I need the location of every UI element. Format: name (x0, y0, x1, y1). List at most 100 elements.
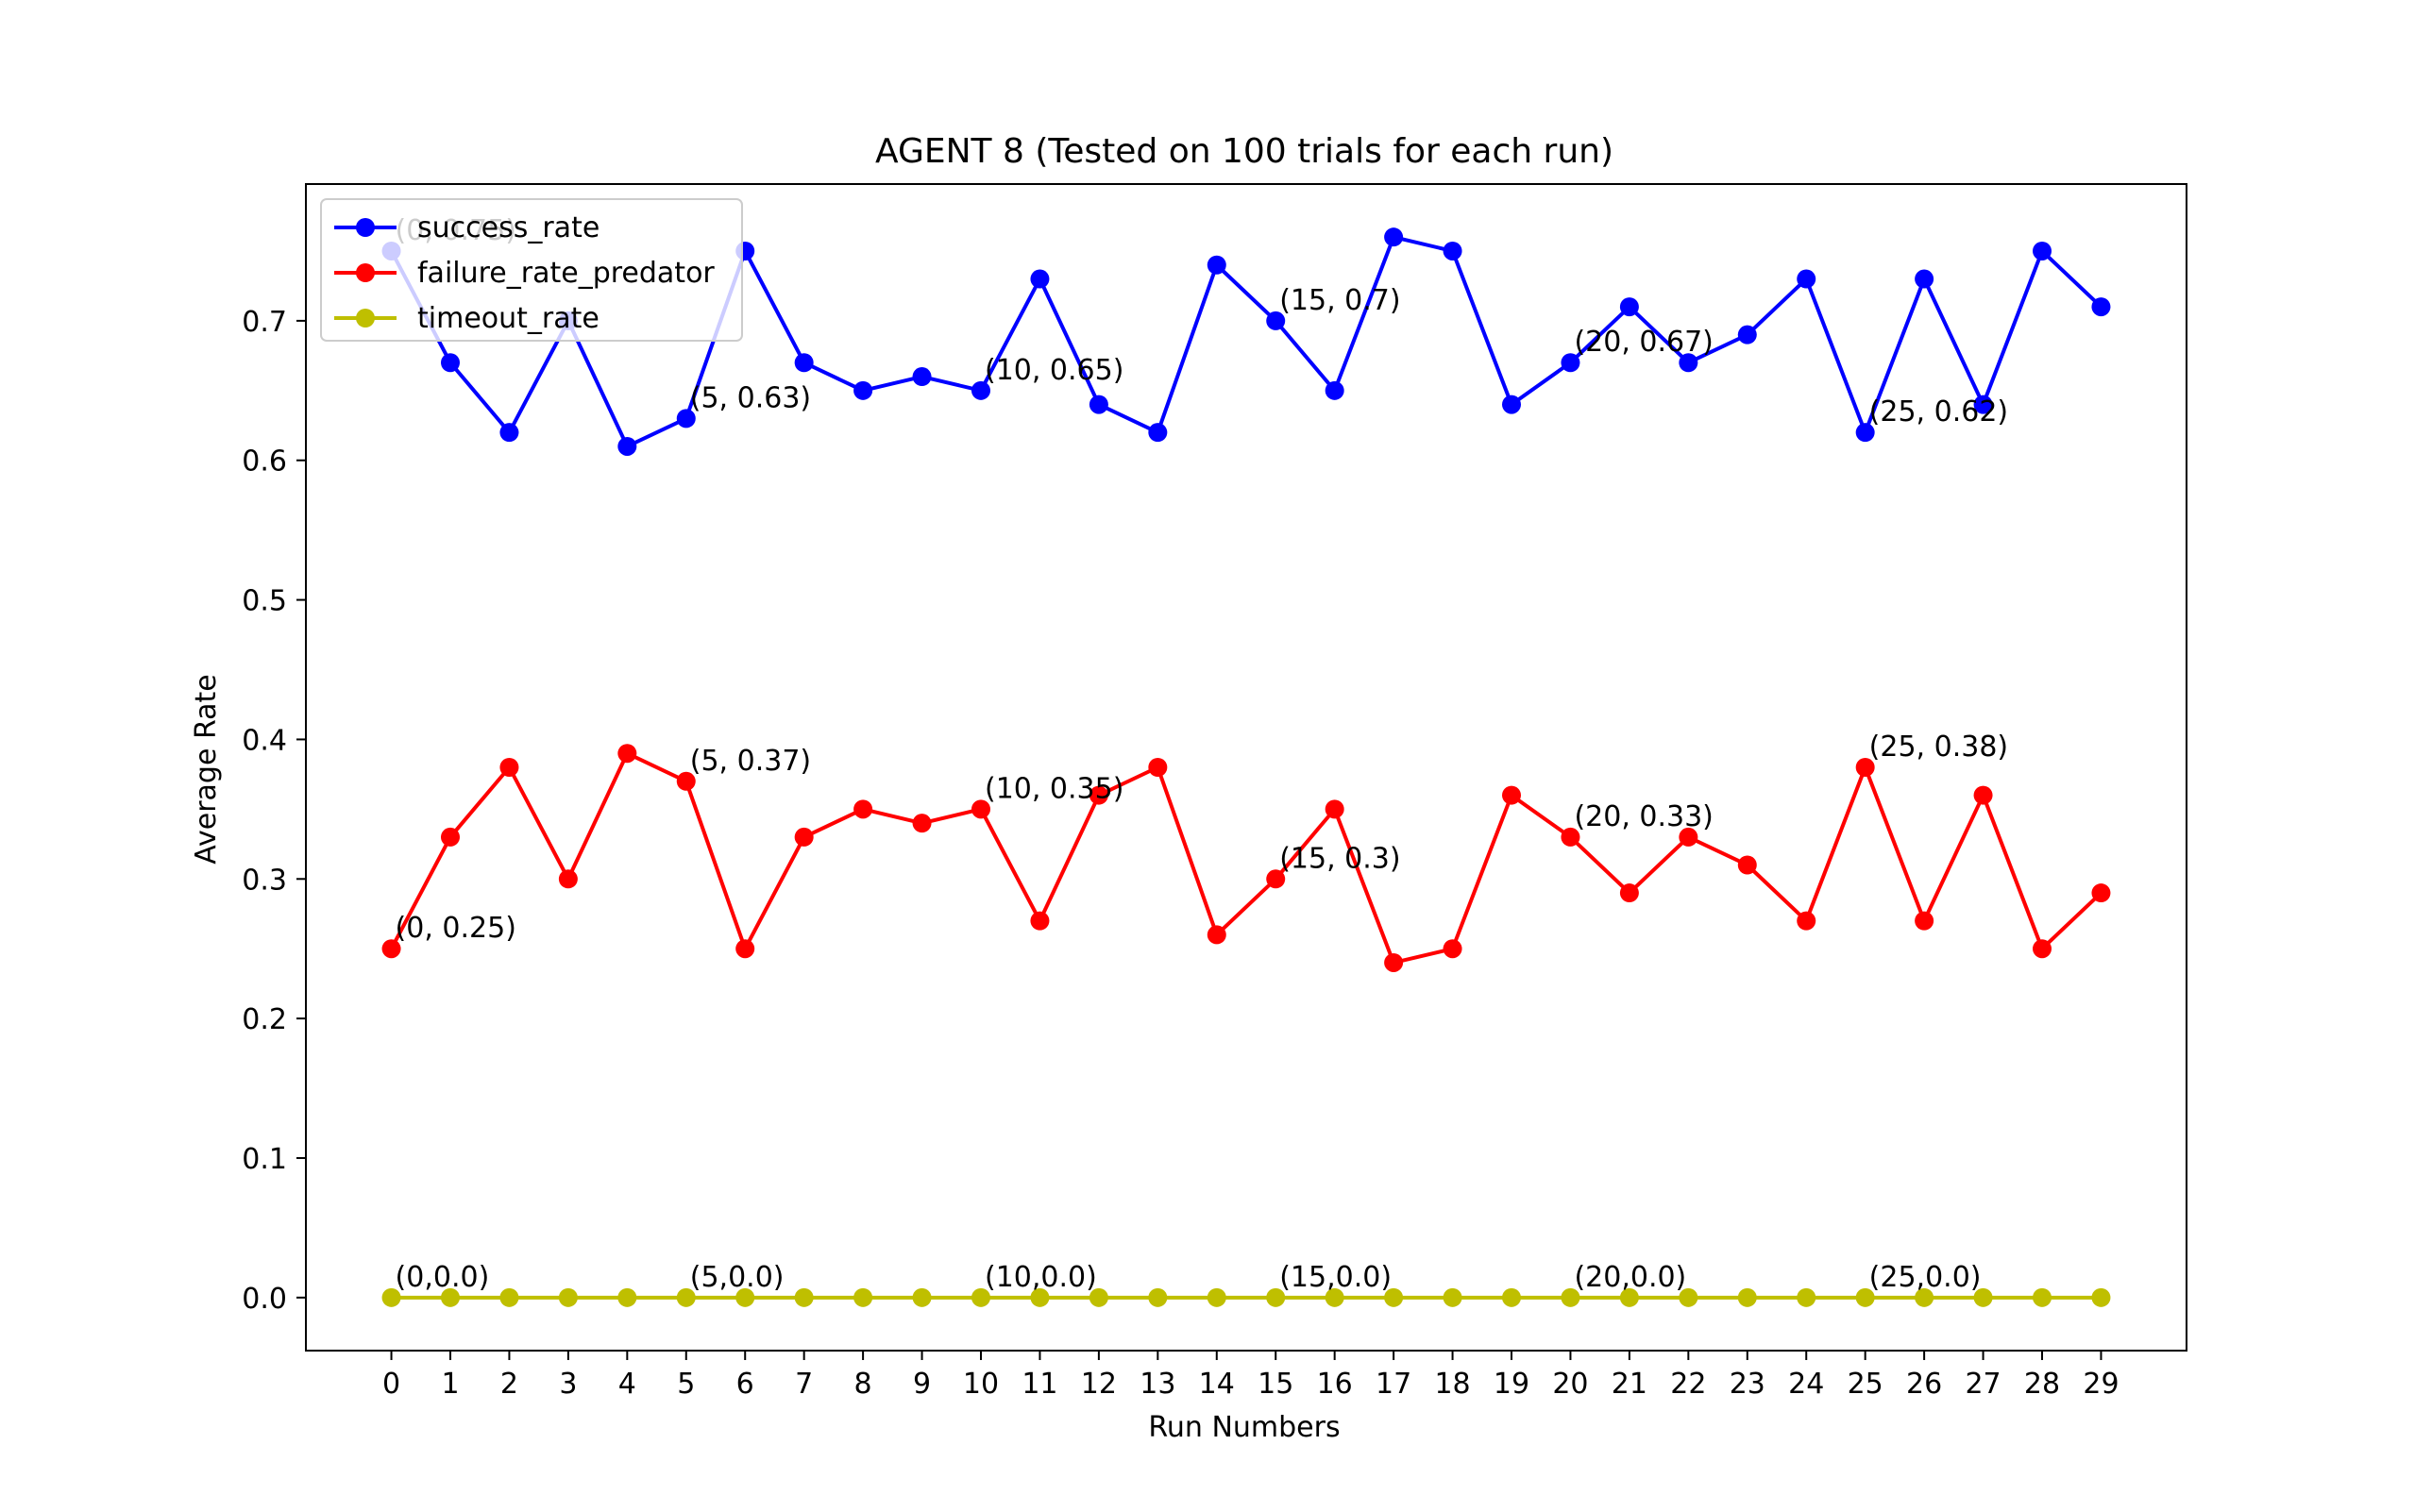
x-axis-label: Run Numbers (1148, 1411, 1340, 1444)
data-point-failure_rate_predator (1089, 785, 1108, 805)
legend-label: timeout_rate (417, 302, 600, 335)
data-point-success_rate (2091, 297, 2111, 317)
data-point-failure_rate_predator (676, 771, 696, 791)
data-point-success_rate (1443, 241, 1462, 260)
data-label: (15, 0.7) (1279, 284, 1400, 317)
data-point-failure_rate_predator (912, 814, 932, 833)
legend-swatch-marker (356, 263, 375, 282)
data-point-timeout_rate (1797, 1287, 1816, 1307)
legend-swatch-marker (356, 218, 375, 237)
x-tick-label: 29 (2083, 1368, 2119, 1401)
data-point-failure_rate_predator (1443, 939, 1462, 959)
data-point-failure_rate_predator (1325, 799, 1344, 819)
x-tick-label: 7 (795, 1368, 813, 1401)
data-label: (15,0.0) (1279, 1261, 1392, 1294)
data-point-timeout_rate (1148, 1287, 1168, 1307)
x-tick-label: 15 (1258, 1368, 1293, 1401)
data-point-failure_rate_predator (794, 827, 814, 847)
data-label: (5, 0.63) (690, 381, 811, 414)
y-tick-label: 0.0 (242, 1283, 287, 1316)
data-point-success_rate (1797, 269, 1816, 289)
x-tick-label: 23 (1730, 1368, 1765, 1401)
data-point-success_rate (440, 353, 460, 373)
legend: success_rate failure_rate_predatortimeout… (320, 198, 743, 342)
data-point-success_rate (1266, 311, 1286, 330)
data-point-failure_rate_predator (1915, 911, 1934, 931)
data-point-failure_rate_predator (853, 799, 873, 819)
data-point-success_rate (499, 423, 519, 443)
data-point-timeout_rate (1619, 1287, 1639, 1307)
data-point-failure_rate_predator (2033, 939, 2052, 959)
data-label: (0, 0.25) (396, 912, 516, 945)
data-point-timeout_rate (1030, 1287, 1050, 1307)
data-label: (5,0.0) (690, 1261, 785, 1294)
data-point-success_rate (1737, 325, 1757, 344)
data-point-timeout_rate (381, 1287, 401, 1307)
data-point-success_rate (1619, 297, 1639, 317)
data-label: (5, 0.37) (690, 745, 811, 778)
data-label: (15, 0.3) (1279, 842, 1400, 875)
data-point-timeout_rate (558, 1287, 578, 1307)
data-label: (25, 0.38) (1869, 731, 2008, 764)
x-tick-label: 26 (1906, 1368, 1942, 1401)
data-point-success_rate (1030, 269, 1050, 289)
data-point-failure_rate_predator (617, 744, 637, 764)
data-point-timeout_rate (2091, 1287, 2111, 1307)
y-tick-label: 0.2 (242, 1003, 287, 1036)
data-point-failure_rate_predator (440, 827, 460, 847)
plot-area: 0 1 2 3 4 5 6 7 8 9 10 11 12 13 14 15 16 17 18 19 20 21 22 23 24… (242, 183, 2187, 1401)
data-label: (20, 0.67) (1574, 326, 1713, 359)
y-tick-label: 0.7 (242, 306, 287, 339)
x-tick-label: 20 (1552, 1368, 1588, 1401)
data-label: (25,0.0) (1869, 1261, 1982, 1294)
data-point-success_rate (971, 380, 990, 400)
x-tick-label: 10 (963, 1368, 999, 1401)
y-tick-label: 0.3 (242, 864, 287, 897)
data-point-success_rate (2033, 241, 2052, 260)
data-point-timeout_rate (1679, 1287, 1698, 1307)
data-point-failure_rate_predator (1502, 785, 1522, 805)
x-tick-label: 3 (559, 1368, 577, 1401)
data-point-timeout_rate (617, 1287, 637, 1307)
data-point-timeout_rate (1502, 1287, 1522, 1307)
legend-box (320, 198, 743, 342)
data-point-failure_rate_predator (735, 939, 755, 959)
data-point-failure_rate_predator (1797, 911, 1816, 931)
x-tick-label: 8 (854, 1368, 872, 1401)
data-point-timeout_rate (1855, 1287, 1875, 1307)
data-point-timeout_rate (1915, 1287, 1934, 1307)
data-point-failure_rate_predator (1619, 883, 1639, 903)
x-tick-label: 28 (2024, 1368, 2060, 1401)
x-tick-label: 6 (736, 1368, 754, 1401)
data-point-failure_rate_predator (1207, 925, 1226, 945)
x-tick-label: 19 (1494, 1368, 1529, 1401)
data-point-timeout_rate (1737, 1287, 1757, 1307)
data-point-success_rate (1561, 353, 1580, 373)
x-tick-label: 9 (913, 1368, 931, 1401)
x-tick-label: 0 (382, 1368, 400, 1401)
x-tick-label: 25 (1848, 1368, 1883, 1401)
x-tick-label: 4 (618, 1368, 636, 1401)
x-tick-label: 11 (1022, 1368, 1057, 1401)
x-tick-label: 2 (500, 1368, 518, 1401)
data-point-success_rate (1973, 395, 1993, 414)
data-label: (10, 0.35) (985, 772, 1123, 805)
data-point-failure_rate_predator (381, 939, 401, 959)
data-label: (10,0.0) (985, 1261, 1097, 1294)
data-point-timeout_rate (1266, 1287, 1286, 1307)
data-point-success_rate (1089, 395, 1108, 414)
y-tick-label: 0.6 (242, 445, 287, 479)
x-tick-label: 22 (1670, 1368, 1706, 1401)
data-point-timeout_rate (971, 1287, 990, 1307)
data-point-success_rate (1915, 269, 1934, 289)
data-point-failure_rate_predator (1679, 827, 1698, 847)
data-point-timeout_rate (735, 1287, 755, 1307)
x-tick-label: 1 (441, 1368, 459, 1401)
x-tick-label: 18 (1434, 1368, 1470, 1401)
x-tick-label: 16 (1317, 1368, 1353, 1401)
data-point-timeout_rate (676, 1287, 696, 1307)
data-point-success_rate (1502, 395, 1522, 414)
data-point-timeout_rate (1561, 1287, 1580, 1307)
y-tick-label: 0.5 (242, 585, 287, 618)
